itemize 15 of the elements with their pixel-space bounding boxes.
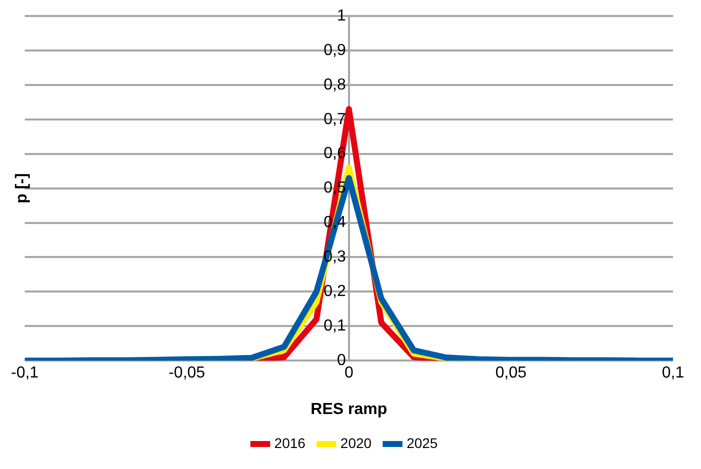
y-tick-label: 0,2	[324, 283, 346, 300]
x-tick-label: 0,1	[662, 364, 684, 382]
x-tick-label: -0,1	[10, 364, 39, 382]
y-tick-label: 0,9	[324, 42, 346, 59]
legend-label: 2025	[406, 434, 438, 451]
x-axis-title: RES ramp	[310, 400, 388, 418]
x-tick-label: -0,05	[168, 364, 206, 382]
legend-label: 2020	[340, 434, 372, 451]
legend-label: 2016	[274, 434, 306, 451]
x-tick-label: 0,05	[495, 364, 527, 382]
y-tick-label: 0,1	[324, 318, 346, 335]
y-tick-label: 1	[336, 7, 346, 24]
y-axis-title: p [-]	[13, 173, 30, 204]
y-tick-label: 0	[336, 352, 346, 370]
y-tick-label: 0,8	[324, 76, 346, 94]
